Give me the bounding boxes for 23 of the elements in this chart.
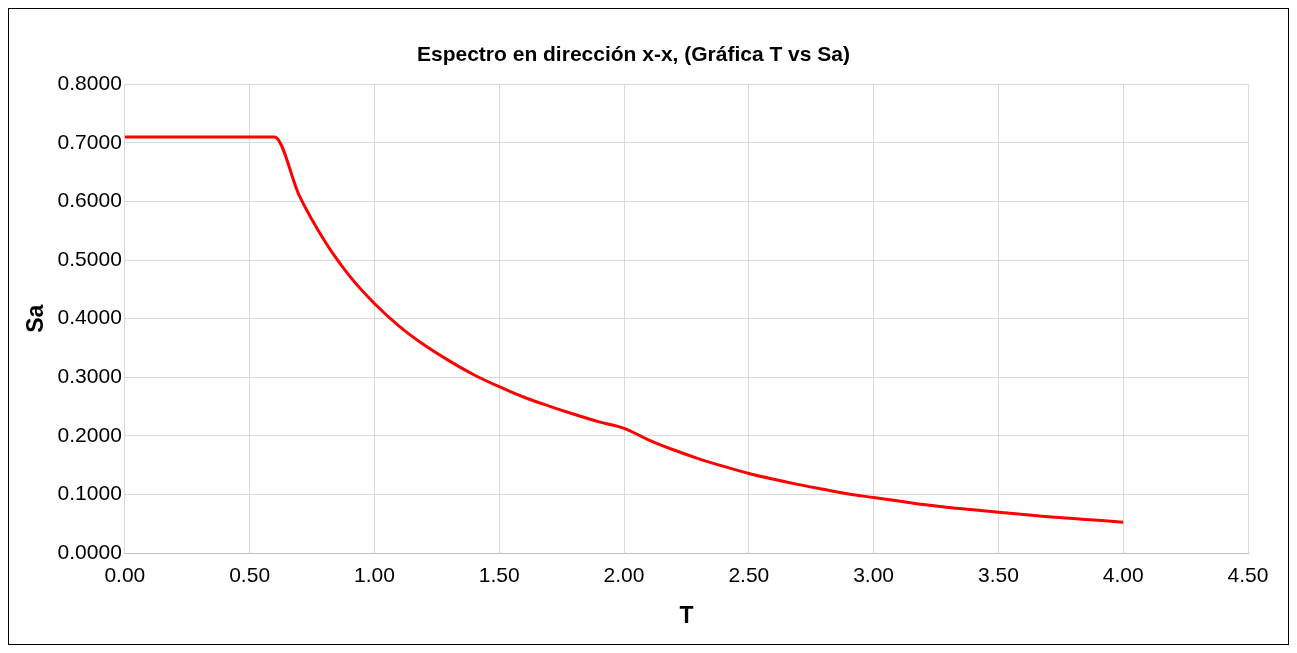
line-series: [124, 135, 1125, 524]
y-tick-label: 0.6000: [57, 188, 122, 212]
x-tick-label: 3.50: [977, 562, 1019, 586]
x-axis-title: T: [679, 601, 694, 628]
x-tick-label: 2.00: [603, 562, 645, 586]
y-tick-label: 0.5000: [57, 246, 122, 270]
y-tick-label: 0.1000: [57, 481, 122, 505]
y-tick-label: 0.2000: [57, 422, 122, 446]
x-tick-label: 1.00: [353, 562, 395, 586]
x-tick-label: 3.00: [853, 562, 895, 586]
x-tick-label: 0.00: [104, 562, 146, 586]
x-tick-label: 1.50: [478, 562, 520, 586]
x-tick-label: 4.00: [1102, 562, 1144, 586]
y-axis-title: Sa: [22, 304, 49, 333]
x-tick-label: 0.50: [229, 562, 271, 586]
y-tick-label: 0.8000: [57, 71, 122, 94]
y-tick-label: 0.7000: [57, 129, 122, 153]
y-tick-label: 0.4000: [57, 305, 122, 329]
x-tick-label: 2.50: [728, 562, 770, 586]
chart-title: Espectro en dirección x-x, (Gráfica T vs Sa): [417, 42, 850, 66]
y-tick-label: 0.3000: [57, 364, 122, 388]
x-tick-label: 4.50: [1227, 562, 1269, 586]
y-tick-label: 0.0000: [57, 540, 122, 563]
